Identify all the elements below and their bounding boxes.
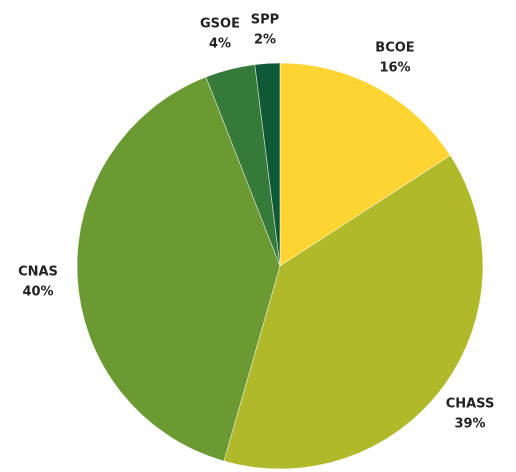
slice-label: CHASS	[446, 397, 495, 412]
slice-value-label: 2%	[254, 33, 276, 48]
slice-value-label: 39%	[454, 417, 485, 432]
slice-label: BCOE	[375, 41, 414, 56]
pie-slice	[76, 76, 281, 462]
slice-value-label: 40%	[22, 285, 53, 300]
slice-label: CNAS	[18, 265, 58, 280]
pie-slice	[254, 62, 281, 267]
slice-label: SPP	[251, 13, 279, 28]
slice-value-label: 4%	[209, 37, 231, 52]
slice-value-label: 16%	[379, 61, 410, 76]
pie-slice	[223, 155, 484, 470]
slice-label: GSOE	[200, 17, 240, 32]
pie-slice	[279, 62, 451, 267]
